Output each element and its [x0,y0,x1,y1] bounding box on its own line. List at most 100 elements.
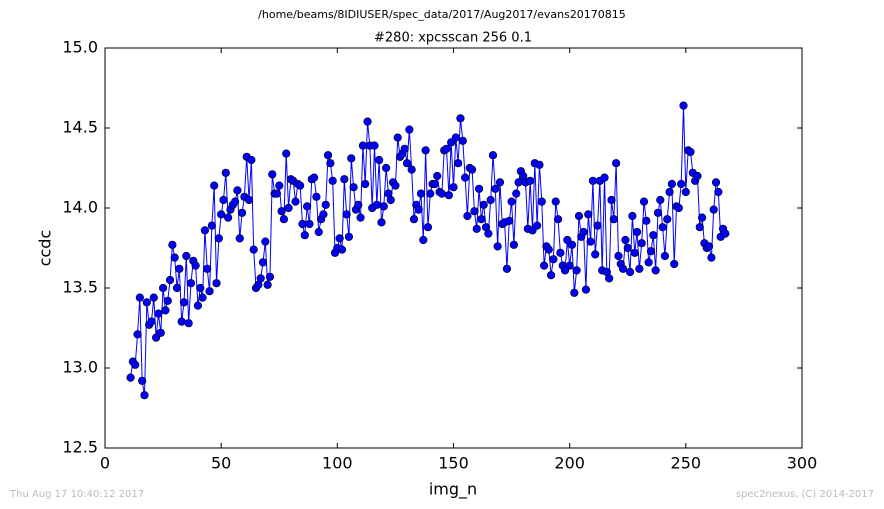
data-point [665,187,674,197]
data-point [328,176,337,185]
data-point [310,173,319,182]
data-point [607,195,616,205]
data-point [667,179,676,189]
data-point [165,275,175,285]
data-point [495,178,505,187]
data-point [210,181,219,190]
data-point [344,232,354,241]
data-point [540,261,549,270]
data-point [340,175,349,184]
data-point [379,202,388,211]
data-point [663,215,672,224]
data-point [200,226,210,235]
data-point [261,237,270,246]
data-point [553,215,563,224]
data-point [326,159,335,168]
data-point [670,259,679,269]
data-point [272,189,282,198]
data-point [296,181,305,190]
data-point [163,296,172,305]
data-point [224,213,233,222]
data-point [630,248,639,257]
data-point [323,151,333,160]
data-point [486,195,495,205]
data-point [642,216,651,225]
data-point [639,197,649,206]
data-point [168,240,177,249]
data-point [156,328,165,337]
data-point [681,187,690,197]
data-point [454,159,463,168]
data-point [354,200,363,209]
data-point [461,173,470,182]
data-point [605,274,614,283]
data-point [182,251,191,261]
data-point [502,264,512,273]
data-point [600,173,609,182]
data-point [609,215,618,224]
data-point [711,178,721,187]
data-point [581,285,591,294]
data-point [263,280,272,289]
x-tick-label: 150 [438,454,469,473]
data-point [433,171,442,181]
data-point [138,376,147,385]
data-point [649,231,658,240]
data-point [623,243,632,253]
data-point [291,197,300,206]
data-point [679,101,688,110]
data-point [303,202,312,211]
data-point [258,258,268,267]
data-point [284,203,293,213]
data-point [514,178,523,187]
data-point [512,189,521,198]
data-point [277,207,286,216]
data-point [574,211,584,221]
data-point [203,264,212,273]
data-point [300,231,309,240]
data-point [419,235,428,245]
data-point [407,165,416,174]
data-point [349,183,358,192]
x-tick-label: 300 [787,454,818,473]
data-point [644,258,653,267]
data-point [572,266,581,275]
data-point [402,159,412,168]
data-point [704,242,714,251]
data-point [405,125,414,134]
data-point [347,154,356,163]
data-point [442,144,451,153]
data-point [686,147,695,157]
y-tick-label: 14.0 [62,198,98,217]
data-point [142,298,151,307]
data-point [621,235,630,245]
suptitle: /home/beams/8IDIUSER/spec_data/2017/Aug2… [258,8,626,21]
data-point [131,360,140,369]
data-point [135,293,144,302]
data-point [298,219,307,229]
data-point [377,218,386,227]
data-point [319,210,328,219]
data-point [247,155,256,165]
data-point [653,208,663,217]
data-point [221,168,230,177]
data-point [660,251,670,261]
data-point [423,223,433,232]
data-point [612,159,621,168]
data-point [170,253,179,262]
data-point [586,237,595,246]
data-point [214,234,223,243]
data-point [314,227,323,237]
data-point [470,207,479,216]
data-point [484,229,493,238]
data-point [721,229,730,238]
data-point [391,181,400,190]
data-point [488,151,498,160]
data-point [467,165,477,174]
data-point [625,267,635,277]
data-point [697,213,707,222]
data-point [444,191,453,200]
data-point [430,179,440,189]
